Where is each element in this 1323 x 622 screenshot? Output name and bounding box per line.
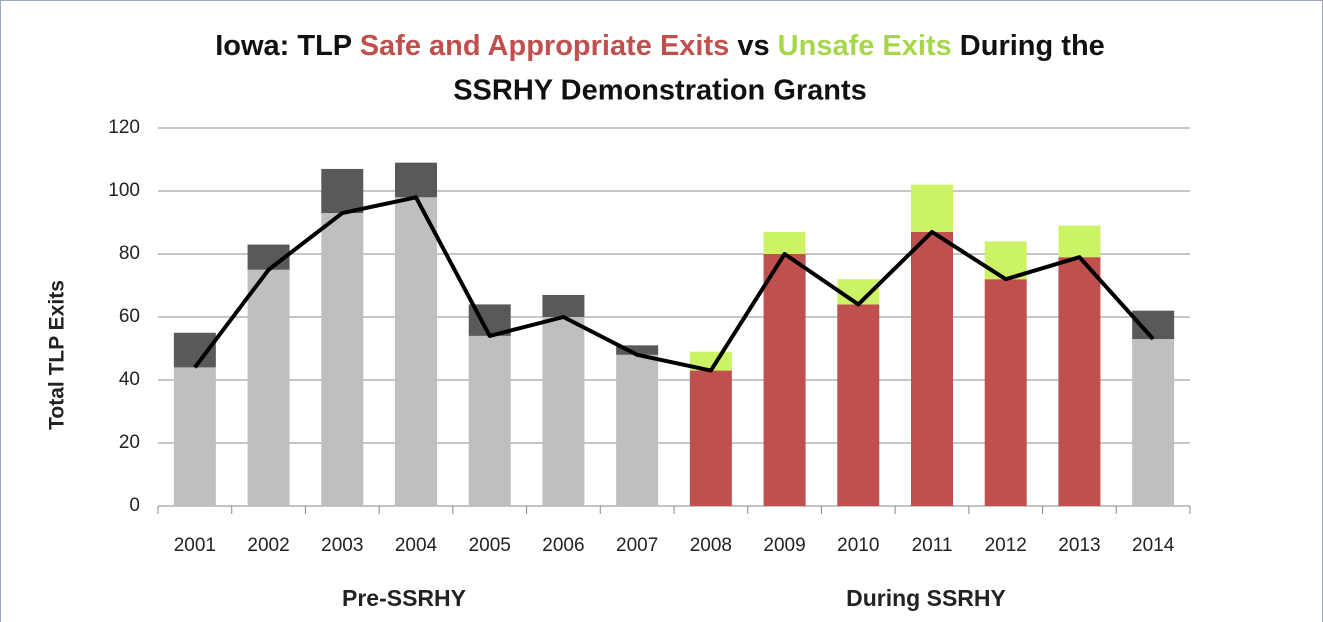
x-tick-label: 2009 (763, 535, 805, 556)
bar-segment (1132, 339, 1175, 506)
title-part: Safe and Appropriate Exits (360, 30, 730, 62)
x-tick-label: 2008 (690, 535, 732, 556)
bar-segment (542, 317, 585, 506)
line (193, 195, 1155, 373)
bar-segment (1058, 225, 1101, 258)
x-tick-label: 2012 (985, 535, 1027, 556)
bar-segment (173, 367, 216, 506)
bar-segment (911, 231, 953, 506)
bar-segment (763, 231, 806, 254)
y-tick-label: 20 (119, 432, 140, 453)
y-axis-label: Total TLP Exits (46, 280, 69, 430)
y-tick-label: 40 (119, 369, 140, 390)
bar-segment (542, 294, 585, 317)
x-tick-label: 2013 (1058, 535, 1100, 556)
bar-segment (321, 168, 364, 214)
title-part: During the (960, 30, 1105, 62)
bar-segment (984, 279, 1027, 506)
y-tick-label: 100 (108, 180, 140, 201)
x-tick-label: 2010 (837, 535, 879, 556)
group-label: During SSRHY (846, 585, 1006, 611)
x-tick-label: 2001 (174, 535, 216, 556)
x-tick-label: 2002 (247, 535, 289, 556)
bar-segment (911, 184, 953, 232)
bar-segment (616, 354, 659, 506)
y-tick-label: 120 (108, 117, 140, 138)
title-part: vs (737, 30, 769, 62)
bar-segment (395, 162, 437, 198)
chart-title: Iowa: TLP Safe and Appropriate Exits vs … (215, 30, 1105, 62)
bar-segment (395, 197, 437, 507)
y-tick-label: 60 (119, 306, 140, 327)
y-tick-label: 80 (119, 243, 140, 264)
x-tick-label: 2005 (469, 535, 511, 556)
bar-segment (984, 241, 1027, 280)
bar-segment (1058, 257, 1101, 506)
title-part: Unsafe Exits (778, 30, 952, 62)
title-part: Iowa: TLP (215, 30, 352, 62)
bar-segment (763, 254, 806, 506)
bar-segment (837, 304, 880, 506)
bar-segment (247, 269, 290, 506)
bar-segment (321, 213, 364, 507)
x-tick-label: 2011 (912, 535, 953, 556)
x-tick-label: 2003 (321, 535, 363, 556)
y-tick-label: 0 (129, 495, 140, 516)
bar-segment (689, 370, 732, 506)
bar-segment (616, 345, 659, 355)
chart-title: SSRHY Demonstration Grants (453, 75, 867, 107)
x-tick-label: 2007 (616, 535, 658, 556)
x-tick-label: 2006 (542, 535, 584, 556)
bar-segment (468, 335, 511, 506)
x-tick-label: 2014 (1132, 535, 1175, 556)
x-tick-label: 2004 (395, 535, 438, 556)
group-label: Pre-SSRHY (342, 585, 466, 611)
